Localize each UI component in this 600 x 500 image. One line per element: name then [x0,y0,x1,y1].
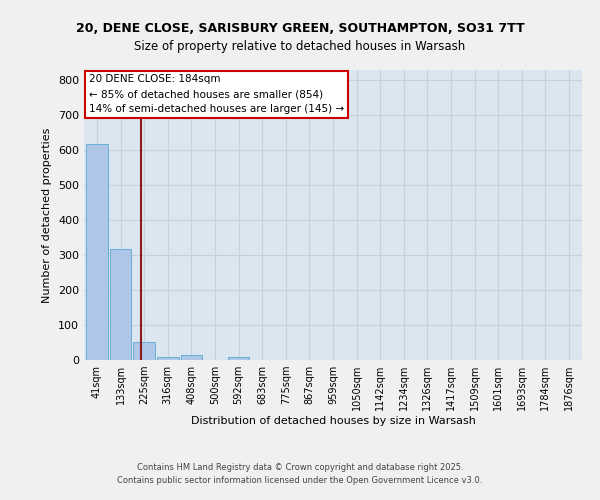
Text: 20 DENE CLOSE: 184sqm
← 85% of detached houses are smaller (854)
14% of semi-det: 20 DENE CLOSE: 184sqm ← 85% of detached … [89,74,344,114]
Text: Contains HM Land Registry data © Crown copyright and database right 2025.: Contains HM Land Registry data © Crown c… [137,464,463,472]
Text: Contains public sector information licensed under the Open Government Licence v3: Contains public sector information licen… [118,476,482,485]
Bar [110,249,131,360]
Bar [181,356,202,360]
Bar [86,144,108,360]
Text: 20, DENE CLOSE, SARISBURY GREEN, SOUTHAMPTON, SO31 7TT: 20, DENE CLOSE, SARISBURY GREEN, SOUTHAM… [76,22,524,36]
X-axis label: Distribution of detached houses by size in Warsash: Distribution of detached houses by size … [191,416,475,426]
Text: Size of property relative to detached houses in Warsash: Size of property relative to detached ho… [134,40,466,53]
Bar [228,357,250,360]
Bar [157,356,179,360]
Y-axis label: Number of detached properties: Number of detached properties [43,128,52,302]
Bar [133,342,155,360]
